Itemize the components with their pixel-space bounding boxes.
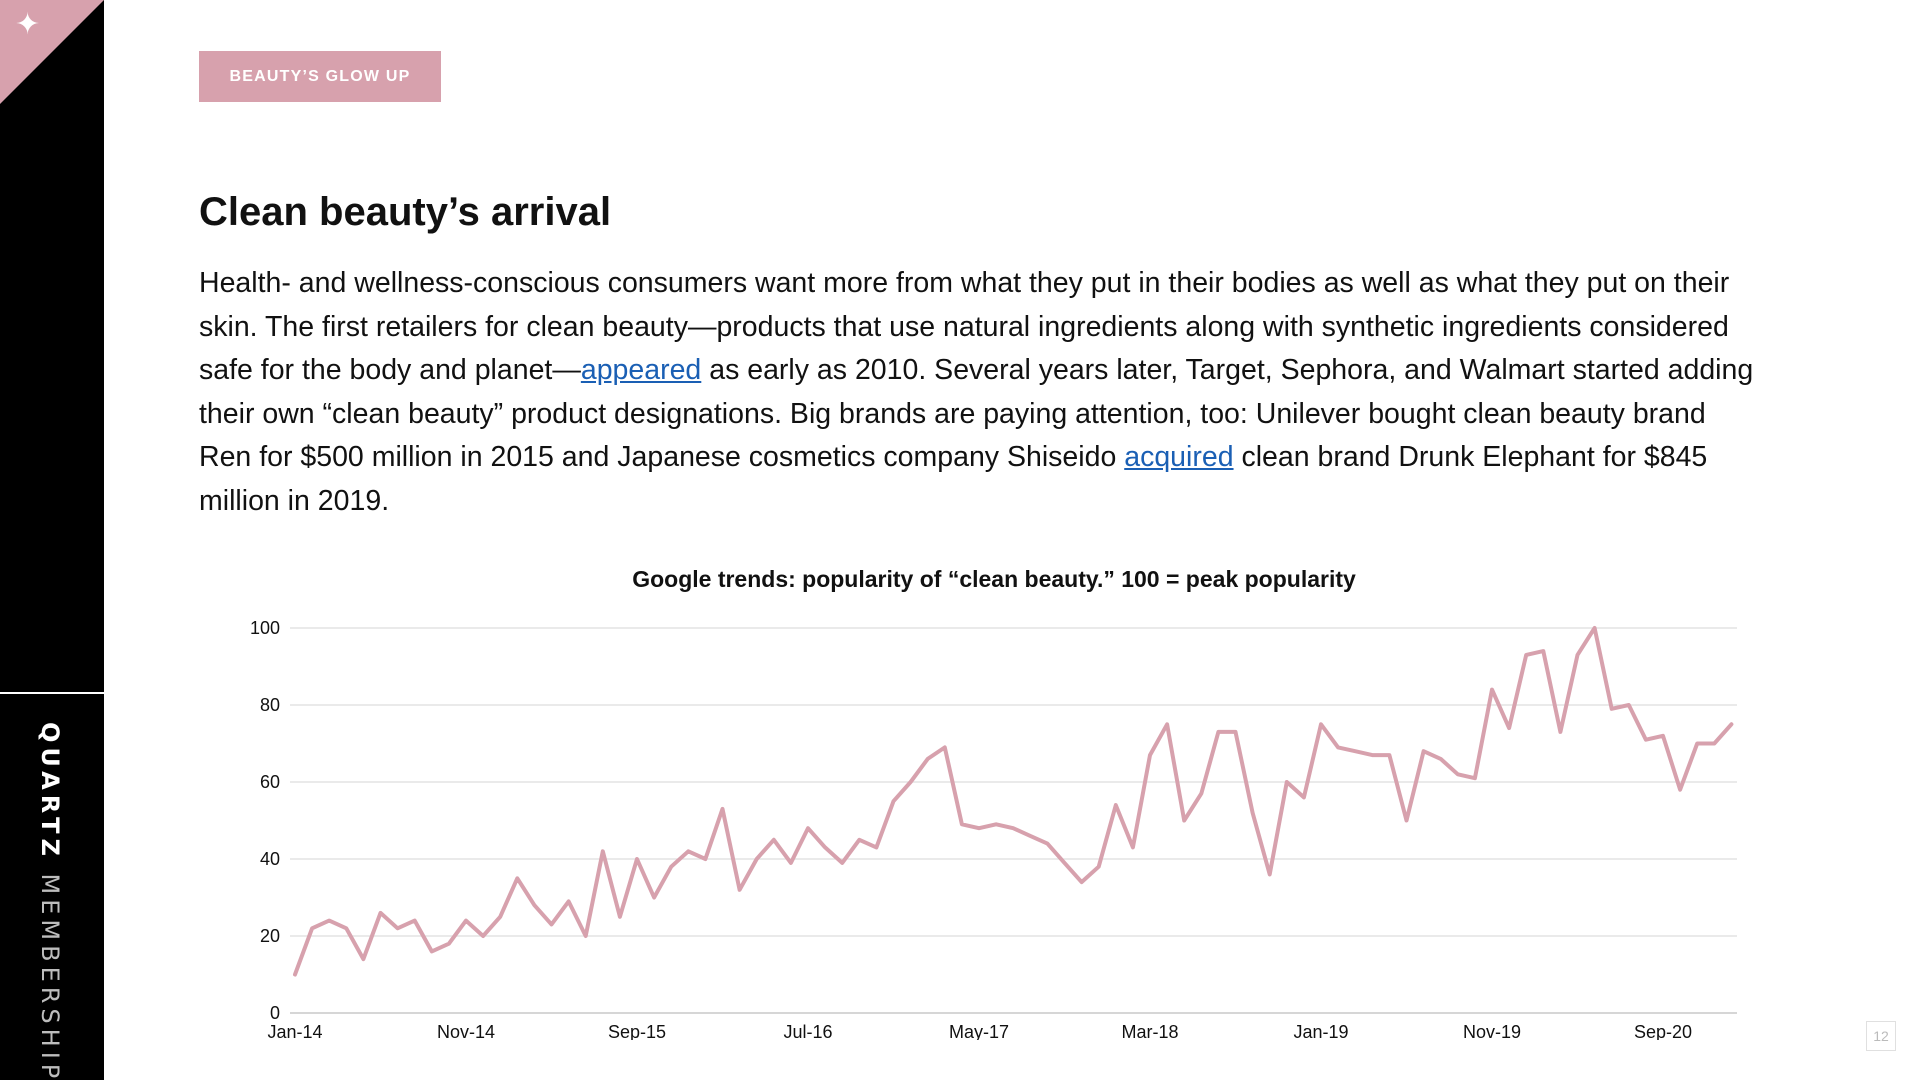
x-tick-label: Jan-14 bbox=[267, 1022, 322, 1040]
y-tick-label: 100 bbox=[250, 618, 280, 638]
brand-wordmark: QUARTZ MEMBERSHIP bbox=[36, 722, 64, 1083]
brand-primary: QUARTZ bbox=[36, 722, 64, 861]
x-tick-label: Mar-18 bbox=[1121, 1022, 1178, 1040]
y-tick-label: 0 bbox=[270, 1003, 280, 1023]
body-paragraph: Health- and wellness-conscious consumers… bbox=[199, 262, 1759, 523]
x-tick-label: Nov-14 bbox=[437, 1022, 495, 1040]
chart-title: Google trends: popularity of “clean beau… bbox=[632, 566, 1356, 592]
appeared-link[interactable]: appeared bbox=[580, 354, 702, 386]
x-tick-label: Jan-19 bbox=[1293, 1022, 1348, 1040]
x-tick-label: Nov-19 bbox=[1463, 1022, 1521, 1040]
sidebar-divider bbox=[0, 692, 104, 694]
acquired-link[interactable]: acquired bbox=[1124, 441, 1234, 473]
x-tick-label: Jul-16 bbox=[783, 1022, 832, 1040]
x-tick-label: Sep-15 bbox=[608, 1022, 666, 1040]
page-number: 12 bbox=[1866, 1021, 1896, 1051]
body-text-2: as early as 2010. Several years later, T… bbox=[199, 354, 1754, 473]
page-title: Clean beauty’s arrival bbox=[199, 190, 612, 234]
body-text-1: Health- and wellness-conscious consumers… bbox=[199, 267, 1730, 386]
y-tick-label: 60 bbox=[260, 772, 280, 792]
sidebar: ✦ QUARTZ MEMBERSHIP bbox=[0, 0, 104, 1083]
corner-accent bbox=[0, 0, 104, 104]
x-tick-label: Sep-20 bbox=[1634, 1022, 1692, 1040]
section-tag: BEAUTY’S GLOW UP bbox=[199, 51, 441, 102]
x-tick-label: May-17 bbox=[949, 1022, 1009, 1040]
y-tick-label: 40 bbox=[260, 849, 280, 869]
trend-chart: 0 20 40 60 80 100 Jan-14 Nov-14 Sep-15 Jul-16 May-… bbox=[250, 618, 1737, 1040]
y-tick-label: 80 bbox=[260, 695, 280, 715]
brand-secondary: MEMBERSHIP bbox=[36, 873, 64, 1083]
body-text-3: clean brand Drunk Elephant for $845 mill… bbox=[199, 441, 1708, 517]
y-tick-label: 20 bbox=[260, 926, 280, 946]
sparkle-icon: ✦ bbox=[15, 8, 41, 41]
trend-line bbox=[293, 626, 1734, 977]
